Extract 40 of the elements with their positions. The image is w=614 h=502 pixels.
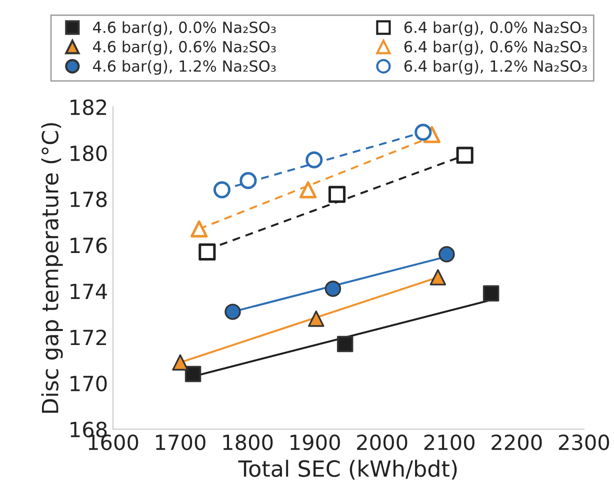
point [324, 280, 342, 297]
x-axis-title: Total SEC (kWh/bdt) [238, 460, 457, 480]
x-tick-label: 2000 [357, 434, 408, 450]
x-tick-label: 1800 [223, 434, 273, 450]
point [224, 304, 241, 320]
x-tick-label: 2100 [424, 434, 474, 450]
point [300, 181, 317, 198]
legend-label: 6.4 bar(g), 0.0% Na₂SO₃ [404, 21, 587, 36]
legend-label: 4.6 bar(g), 0.6% Na₂SO₃ [93, 40, 276, 56]
legend-label: 4.6 bar(g), 1.2% Na₂SO₃ [93, 60, 276, 75]
y-tick-label: 176 [70, 238, 107, 254]
y-tick-label: 170 [70, 376, 107, 392]
x-tick-label: 2200 [492, 434, 542, 450]
point [336, 336, 354, 352]
legend-label: 4.6 bar(g), 0.0% Na₂SO₃ [93, 21, 276, 36]
x-tick-label: 1700 [156, 434, 206, 450]
y-tick-label: 172 [70, 330, 106, 346]
point [306, 151, 323, 168]
point [430, 269, 446, 286]
y-tick-label: 180 [70, 145, 107, 162]
point [190, 220, 208, 238]
x-tick-label: 1900 [290, 434, 340, 450]
point [438, 246, 455, 262]
legend-label: 6.4 bar(g), 0.6% Na₂SO₃ [404, 40, 587, 56]
legend-label: 6.4 bar(g), 1.2% Na₂SO₃ [404, 60, 587, 75]
point [308, 310, 324, 327]
point [240, 172, 257, 190]
point [328, 186, 346, 203]
y-tick-label: 174 [70, 284, 107, 300]
y-tick-label: 182 [70, 99, 106, 116]
point [172, 354, 188, 371]
point [213, 181, 230, 198]
y-axis-title: Disc gap temperature (°C) [41, 123, 63, 413]
point [414, 124, 432, 141]
x-tick-label: 2300 [558, 434, 610, 450]
point [456, 146, 474, 164]
point [482, 285, 500, 302]
y-tick-label: 178 [70, 191, 107, 208]
point [198, 243, 216, 260]
point [184, 366, 202, 382]
